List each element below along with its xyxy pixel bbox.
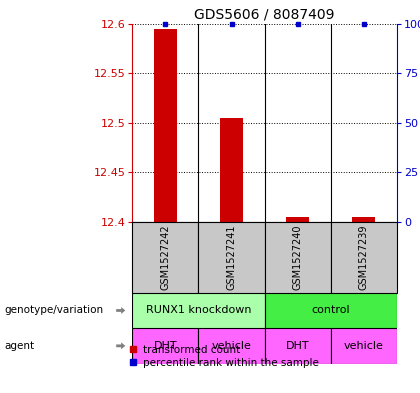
Bar [331,222,397,293]
Text: vehicle: vehicle [344,341,384,351]
Bar [132,328,199,364]
Text: agent: agent [4,341,34,351]
Bar [265,293,397,328]
Text: DHT: DHT [154,341,177,351]
Bar [286,217,309,222]
Text: DHT: DHT [286,341,310,351]
Text: GSM1527242: GSM1527242 [160,225,171,290]
Bar [265,328,331,364]
Title: GDS5606 / 8087409: GDS5606 / 8087409 [194,7,335,21]
Bar [352,217,375,222]
Text: GSM1527239: GSM1527239 [359,225,369,290]
Bar [220,118,243,222]
Bar [199,222,265,293]
Text: vehicle: vehicle [212,341,252,351]
Bar [132,293,265,328]
Bar [199,328,265,364]
Text: GSM1527240: GSM1527240 [293,225,303,290]
Bar [265,222,331,293]
Text: control: control [312,305,350,316]
Legend: transformed count, percentile rank within the sample: transformed count, percentile rank withi… [125,341,323,372]
Bar [154,29,177,222]
Text: GSM1527241: GSM1527241 [226,225,236,290]
Bar [331,328,397,364]
Text: RUNX1 knockdown: RUNX1 knockdown [146,305,251,316]
Text: genotype/variation: genotype/variation [4,305,103,316]
Bar [132,222,199,293]
